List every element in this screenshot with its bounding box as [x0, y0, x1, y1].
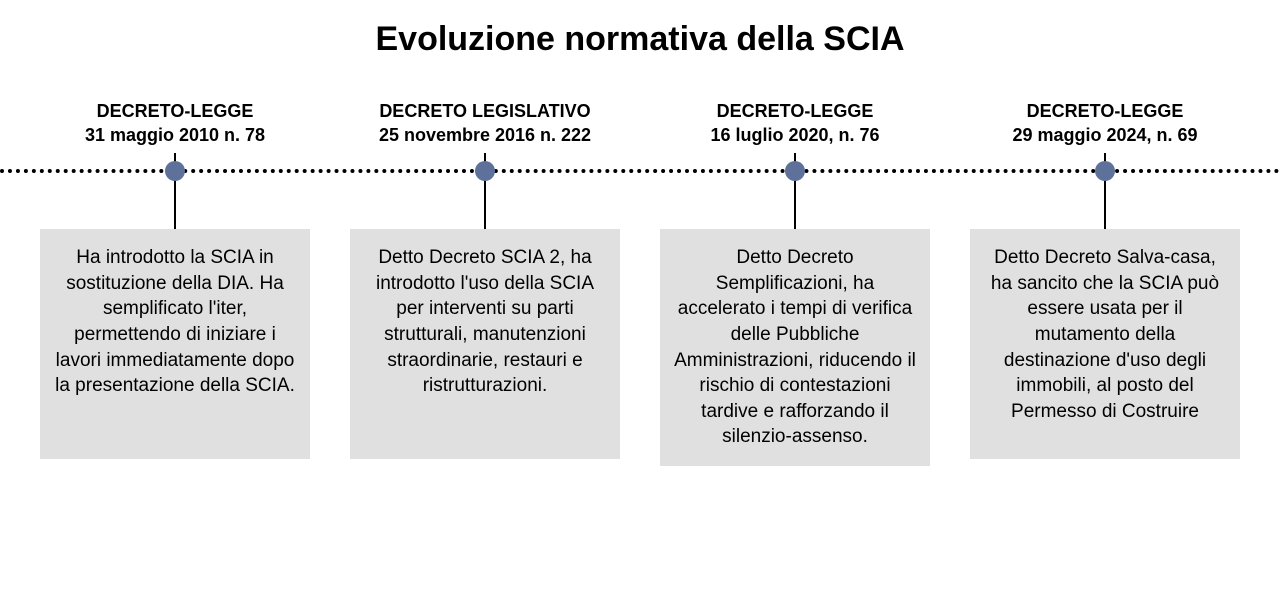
event-header: DECRETO-LEGGE 29 maggio 2024, n. 69: [1012, 99, 1197, 147]
timeline-wrapper: DECRETO-LEGGE 31 maggio 2010 n. 78 Ha in…: [0, 99, 1280, 466]
event-header-line1: DECRETO-LEGGE: [710, 100, 879, 123]
timeline-container: Evoluzione normativa della SCIA DECRETO-…: [0, 0, 1280, 486]
event-header: DECRETO-LEGGE 31 maggio 2010 n. 78: [85, 99, 265, 147]
timeline-node: [1095, 161, 1115, 181]
event-header-line2: 29 maggio 2024, n. 69: [1012, 124, 1197, 147]
event-header-line1: DECRETO-LEGGE: [85, 100, 265, 123]
connector-bottom: [484, 179, 486, 229]
connector-bottom: [174, 179, 176, 229]
event-description: Ha introdotto la SCIA in sostituzione de…: [40, 229, 310, 459]
connector-bottom: [794, 179, 796, 229]
event-description: Detto Decreto SCIA 2, ha introdotto l'us…: [350, 229, 620, 459]
event-description-text: Detto Decreto Salva-casa, ha sancito che…: [984, 245, 1226, 424]
event-description: Detto Decreto Salva-casa, ha sancito che…: [970, 229, 1240, 459]
timeline-event: DECRETO-LEGGE 31 maggio 2010 n. 78 Ha in…: [35, 99, 315, 466]
timeline-node: [785, 161, 805, 181]
event-description-text: Ha introdotto la SCIA in sostituzione de…: [54, 245, 296, 399]
event-header: DECRETO LEGISLATIVO 25 novembre 2016 n. …: [379, 99, 591, 147]
event-header-line1: DECRETO LEGISLATIVO: [379, 100, 591, 123]
event-header-line1: DECRETO-LEGGE: [1012, 100, 1197, 123]
event-header: DECRETO-LEGGE 16 luglio 2020, n. 76: [710, 99, 879, 147]
timeline-events: DECRETO-LEGGE 31 maggio 2010 n. 78 Ha in…: [20, 99, 1260, 466]
event-description-text: Detto Decreto Semplificazioni, ha accele…: [674, 245, 916, 450]
timeline-node: [165, 161, 185, 181]
event-header-line2: 31 maggio 2010 n. 78: [85, 124, 265, 147]
event-header-line2: 25 novembre 2016 n. 222: [379, 124, 591, 147]
timeline-node: [475, 161, 495, 181]
connector-bottom: [1104, 179, 1106, 229]
timeline-event: DECRETO-LEGGE 16 luglio 2020, n. 76 Dett…: [655, 99, 935, 466]
page-title: Evoluzione normativa della SCIA: [0, 20, 1280, 59]
event-description-text: Detto Decreto SCIA 2, ha introdotto l'us…: [364, 245, 606, 399]
timeline-event: DECRETO-LEGGE 29 maggio 2024, n. 69 Dett…: [965, 99, 1245, 466]
event-description: Detto Decreto Semplificazioni, ha accele…: [660, 229, 930, 466]
timeline-event: DECRETO LEGISLATIVO 25 novembre 2016 n. …: [345, 99, 625, 466]
event-header-line2: 16 luglio 2020, n. 76: [710, 124, 879, 147]
